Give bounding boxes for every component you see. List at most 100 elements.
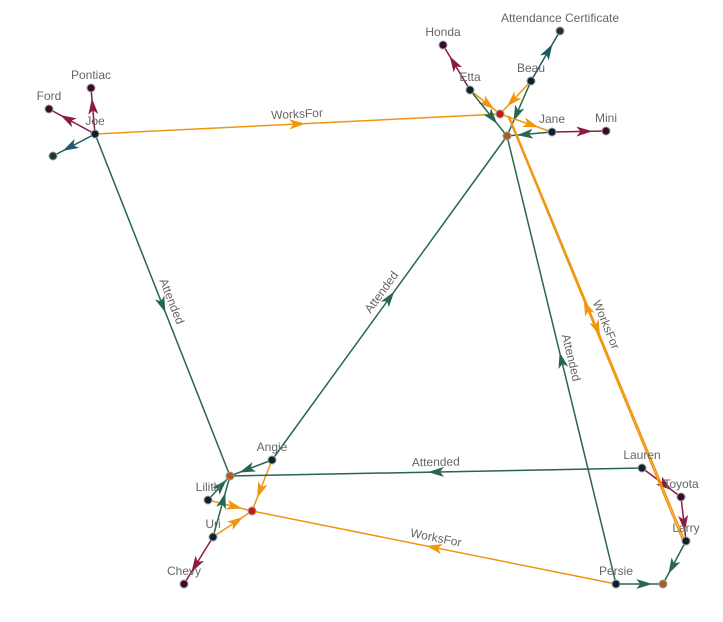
edge-line[interactable]	[207, 499, 253, 512]
car-node-dot[interactable]	[86, 83, 96, 93]
edge-line[interactable]	[251, 459, 273, 512]
edge-etta-honda[interactable]	[442, 44, 471, 91]
node-larry[interactable]: Larry	[672, 521, 700, 546]
edge-line[interactable]	[212, 510, 253, 538]
edge-jane-school1[interactable]	[506, 128, 553, 140]
edge-angie-school2[interactable]	[229, 459, 273, 477]
node-etta[interactable]: Etta	[459, 70, 481, 95]
node-label: Persie	[599, 564, 633, 578]
certificate-node-dot[interactable]	[48, 151, 58, 161]
car-node-dot[interactable]	[601, 126, 611, 136]
node-label: Lilith	[196, 480, 221, 494]
node-mini[interactable]: Mini	[595, 111, 617, 136]
edge-line[interactable]	[52, 133, 96, 157]
node-lauren[interactable]: Lauren	[623, 448, 661, 473]
edge-persie-company2[interactable]: WorksFor	[251, 510, 617, 585]
edge-line[interactable]	[662, 540, 687, 585]
node-school[interactable]	[658, 579, 668, 589]
edge-line[interactable]	[212, 475, 231, 538]
edge-joe-company1[interactable]: WorksFor	[94, 106, 501, 135]
person-node-dot[interactable]	[208, 532, 218, 542]
person-node-dot[interactable]	[547, 127, 557, 137]
edge-line[interactable]	[551, 130, 607, 133]
person-node-dot[interactable]	[611, 579, 621, 589]
edge-arrow-icon	[576, 126, 593, 137]
node-certificate[interactable]	[48, 151, 58, 161]
node-lilith[interactable]: Lilith	[196, 480, 221, 505]
person-node-dot[interactable]	[637, 463, 647, 473]
edge-line[interactable]	[469, 89, 508, 137]
edge-line[interactable]	[48, 108, 96, 135]
edge-angie-school1[interactable]: Attended	[271, 135, 508, 461]
node-jane[interactable]: Jane	[539, 112, 565, 137]
car-node-dot[interactable]	[44, 104, 54, 114]
edge-beau-company1[interactable]	[499, 80, 532, 115]
company-node-dot[interactable]	[495, 109, 505, 119]
edge-line[interactable]	[499, 80, 532, 115]
edge-line[interactable]	[229, 459, 273, 477]
node-joe[interactable]: Joe	[85, 114, 105, 139]
edge-etta-school1[interactable]	[469, 89, 508, 137]
edge-jane-mini[interactable]	[551, 126, 607, 137]
edge-joe-ford[interactable]	[48, 108, 96, 135]
edge-line[interactable]	[506, 131, 553, 137]
edge-persie-school1[interactable]: Attended	[506, 135, 617, 585]
edge-line[interactable]	[90, 87, 96, 135]
edge-etta-company1[interactable]	[469, 89, 501, 115]
edge-persie-school3[interactable]	[616, 579, 663, 589]
node-chevy[interactable]: Chevy	[167, 564, 201, 589]
edge-larry-school3[interactable]	[662, 540, 687, 585]
edge-arrow-icon	[426, 544, 443, 554]
school-node-dot[interactable]	[658, 579, 668, 589]
edge-lauren-school2[interactable]: Attended	[229, 455, 643, 478]
edge-joe-school2[interactable]: Attended	[94, 133, 231, 477]
person-node-dot[interactable]	[90, 129, 100, 139]
node-persie[interactable]: Persie	[599, 564, 633, 589]
edge-uri-company2[interactable]	[212, 510, 253, 538]
node-angie[interactable]: Angie	[257, 440, 288, 465]
node-company[interactable]	[247, 506, 257, 516]
node-uri[interactable]: Uri	[205, 517, 221, 542]
car-node-dot[interactable]	[179, 579, 189, 589]
edge-lilith-school2[interactable]	[207, 475, 231, 501]
edge-line[interactable]	[680, 496, 687, 542]
edge-toyota-larry[interactable]	[678, 496, 690, 542]
certificate-node-dot[interactable]	[555, 26, 565, 36]
school-node-dot[interactable]	[225, 471, 235, 481]
person-node-dot[interactable]	[267, 455, 277, 465]
edge-company1-larry[interactable]: WorksFor	[508, 115, 686, 542]
node-pontiac[interactable]: Pontiac	[71, 68, 111, 93]
edge-arrow-icon	[88, 98, 99, 115]
school-node-dot[interactable]	[502, 131, 512, 141]
node-school[interactable]	[225, 471, 235, 481]
node-ford[interactable]: Ford	[37, 89, 62, 114]
person-node-dot[interactable]	[465, 85, 475, 95]
edge-joe-pontiac[interactable]	[87, 87, 99, 135]
edge-lilith-company2[interactable]	[207, 499, 253, 514]
edge-line[interactable]	[183, 536, 214, 585]
car-node-dot[interactable]	[438, 40, 448, 50]
company-node-dot[interactable]	[247, 506, 257, 516]
edge-uri-chevy[interactable]	[183, 536, 214, 585]
node-attendance-certificate[interactable]: Attendance Certificate	[501, 11, 619, 36]
edge-uri-school2[interactable]	[212, 475, 231, 538]
person-node-dot[interactable]	[203, 495, 213, 505]
person-node-dot[interactable]	[526, 76, 536, 86]
node-company[interactable]	[495, 109, 505, 119]
edge-line[interactable]	[530, 30, 561, 82]
node-beau[interactable]: Beau	[517, 61, 545, 86]
node-school[interactable]	[502, 131, 512, 141]
node-honda[interactable]: Honda	[425, 25, 461, 50]
car-node-dot[interactable]	[676, 492, 686, 502]
node-toyota[interactable]: Toyota	[663, 477, 699, 502]
edge-line[interactable]	[506, 80, 532, 137]
edge-arrow-icon	[517, 128, 534, 139]
edge-line[interactable]	[442, 44, 471, 91]
edge-arrow-icon	[540, 44, 553, 61]
edge-beau-school1[interactable]	[506, 80, 532, 137]
edge-angie-company2[interactable]	[251, 459, 273, 512]
edge-joe-joecert[interactable]	[52, 133, 96, 157]
node-label: Lauren	[623, 448, 660, 462]
edge-beau-cert[interactable]	[530, 30, 561, 82]
person-node-dot[interactable]	[681, 536, 691, 546]
